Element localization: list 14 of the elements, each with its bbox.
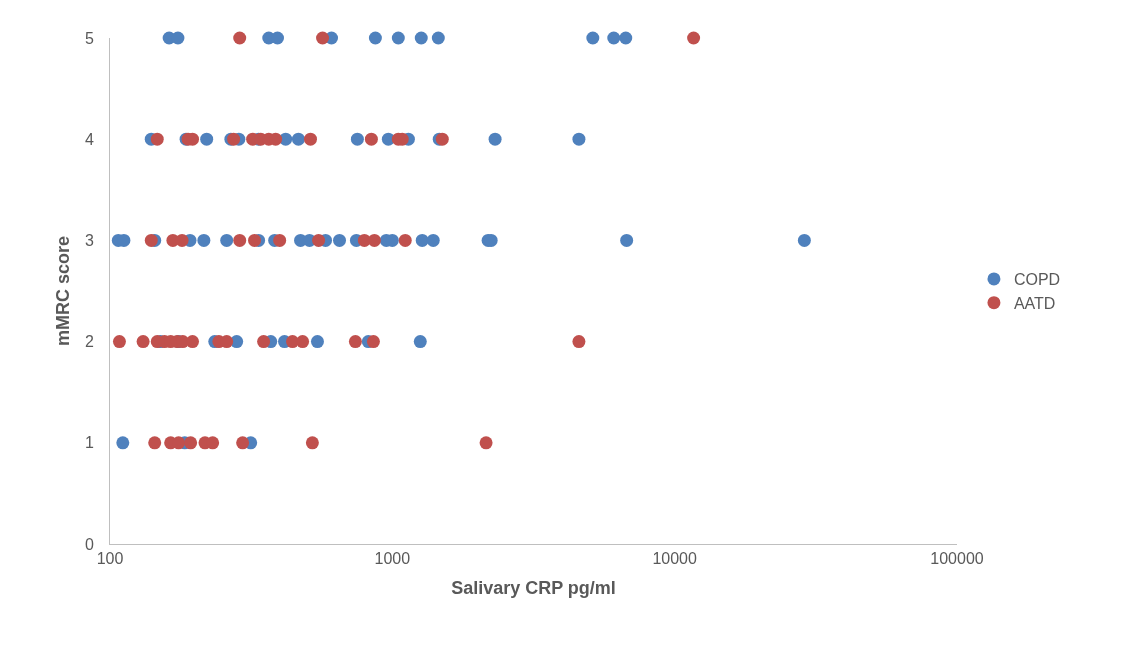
y-tick-label: 2: [84, 333, 94, 351]
x-tick-label: 100000: [930, 550, 984, 568]
x-tick-label: 10000: [652, 550, 698, 568]
legend-label: AATD: [1013, 294, 1056, 312]
x-axis-title: Salivary CRP pg/ml: [451, 578, 616, 599]
x-tick-label: 100: [96, 550, 124, 568]
y-axis-title: mMRC score: [53, 235, 74, 347]
y-tick-label: 3: [84, 232, 94, 249]
y-tick-label: 4: [84, 130, 94, 148]
y-tick-label: 0: [84, 535, 94, 553]
y-tick-label: 5: [84, 29, 94, 47]
x-tick-label: 1000: [374, 550, 411, 568]
y-tick-label: 1: [84, 434, 94, 452]
legend-label: COPD: [1013, 271, 1061, 289]
